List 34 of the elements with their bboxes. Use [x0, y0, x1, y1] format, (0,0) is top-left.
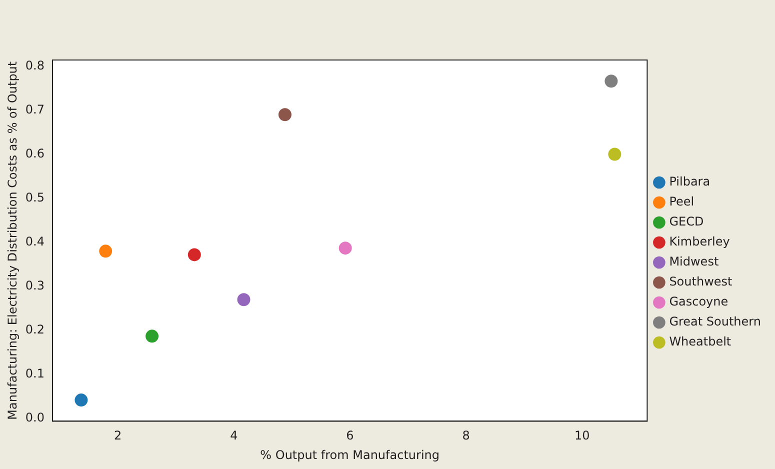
point [608, 148, 622, 161]
y-tick-label: 0.7 [25, 102, 44, 116]
point [188, 248, 201, 262]
point [74, 394, 88, 407]
legend-label: Pilbara [669, 174, 710, 189]
legend-label: Wheatbelt [669, 334, 732, 349]
y-tick-label: 0.0 [25, 410, 44, 425]
point [99, 244, 112, 258]
x-tick-label: 10 [574, 428, 590, 443]
x-tick-label: 4 [230, 428, 238, 443]
legend-label: Kimberley [669, 234, 730, 249]
point [338, 242, 352, 255]
y-tick-label: 0.2 [25, 322, 44, 337]
y-tick-label: 0.8 [25, 58, 44, 72]
point [604, 74, 618, 88]
y-tick-label: 0.5 [25, 190, 44, 204]
point [278, 108, 292, 122]
legend-label: GECD [669, 214, 704, 229]
y-axis-title: Manufacturing: Electricity Distribution Costs as % of Output [5, 61, 20, 420]
y-tick-label: 0.1 [25, 366, 44, 381]
legend-label: Midwest [669, 254, 719, 269]
x-tick-label: 6 [346, 428, 354, 443]
point [146, 330, 159, 343]
y-tick-label: 0.3 [25, 278, 44, 293]
y-tick-label: 0.4 [25, 234, 44, 248]
point [237, 293, 250, 306]
legend-label: Gascoyne [669, 294, 728, 309]
legend-label: Southwest [669, 274, 733, 289]
y-tick-label: 0.6 [25, 146, 44, 160]
x-tick-label: 2 [114, 428, 122, 443]
x-tick-label: 8 [462, 428, 470, 443]
x-axis-title: % Output from Manufacturing [260, 448, 440, 462]
legend-label: Peel [669, 194, 694, 209]
legend-label: Great Southern [669, 314, 761, 329]
